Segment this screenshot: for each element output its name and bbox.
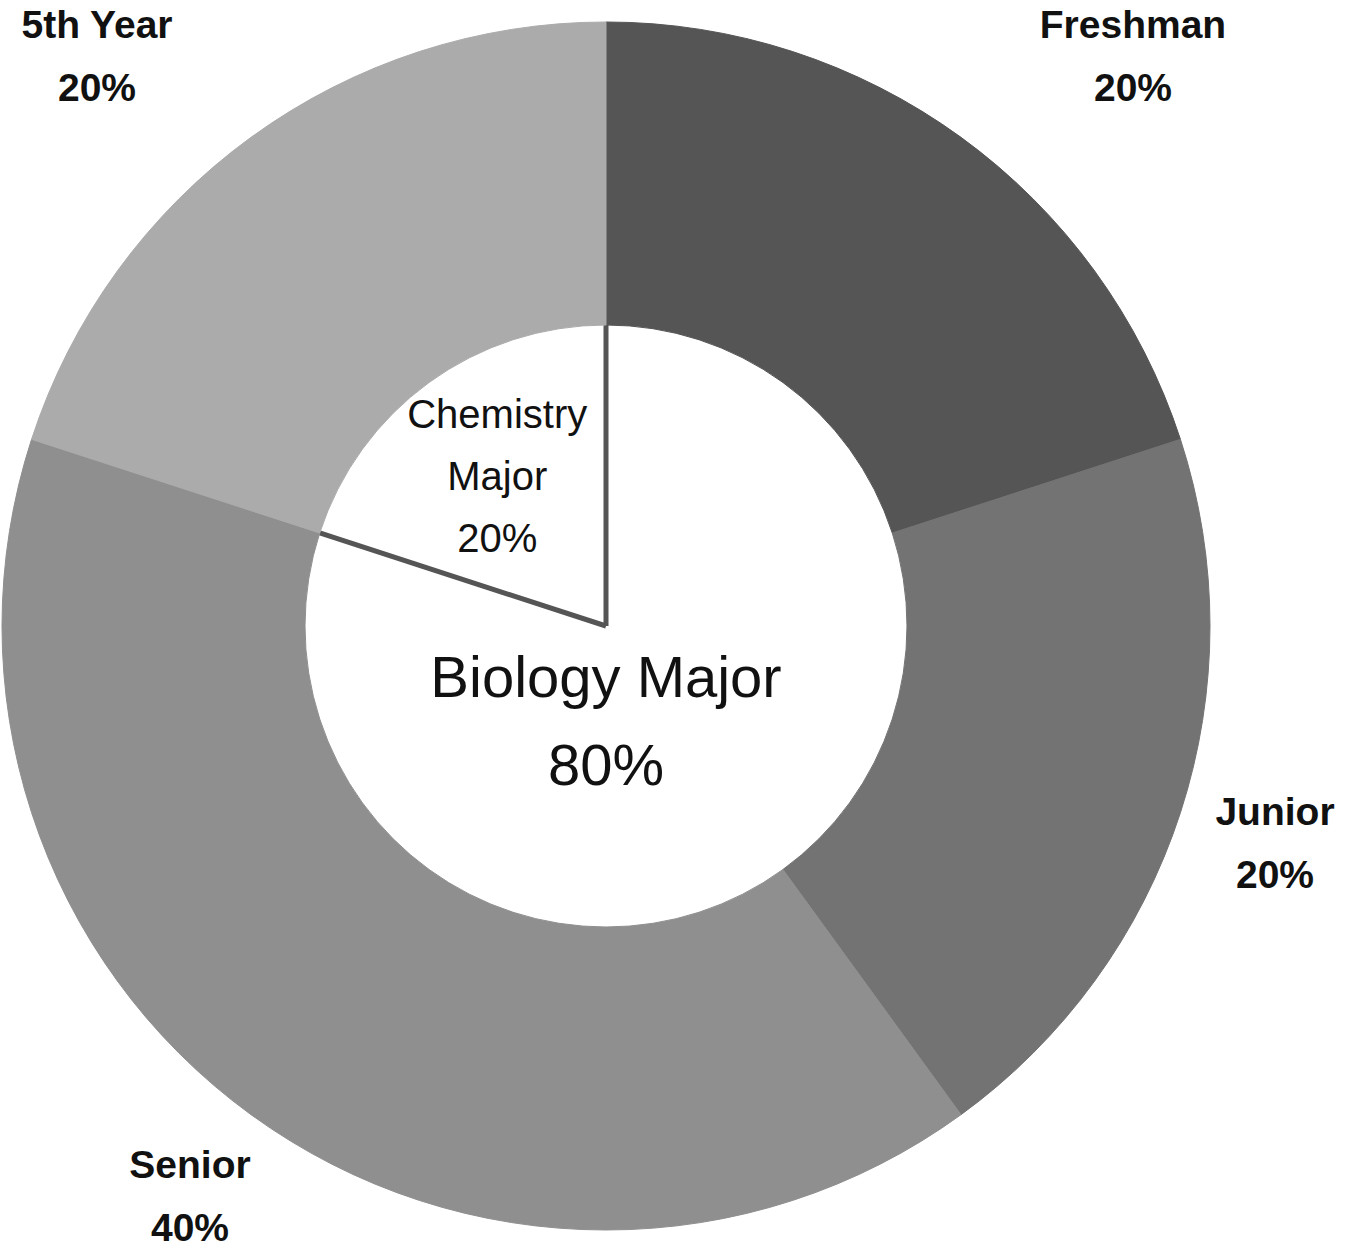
plot [2,22,1210,1230]
slice-value-label: 80% [548,732,664,797]
labels: Biology Major 80% ChemistryMajor 20% Freshma… [21,3,1334,1249]
slice-value-label: 20% [457,516,537,560]
outer-slice [2,439,961,1230]
slice-value-label: 20% [58,66,136,109]
slices [2,22,1210,1230]
slice-label: Junior [1215,790,1334,833]
slice-value-label: 20% [1236,853,1314,896]
outer-slice [606,22,1180,533]
slice-value-label: 20% [1094,66,1172,109]
outer-slice [32,22,606,533]
slice-label: 5th Year [21,3,172,46]
slice-label: Biology Major [430,644,781,709]
inner-slice [305,325,907,927]
chart: Biology Major 80% ChemistryMajor 20% Freshma… [0,0,1351,1250]
slice-label: ChemistryMajor [407,392,587,498]
slice-value-label: 40% [151,1206,229,1249]
slice-separator [604,325,609,626]
slice-label: Freshman [1040,3,1226,46]
slice-label: Senior [129,1143,250,1186]
